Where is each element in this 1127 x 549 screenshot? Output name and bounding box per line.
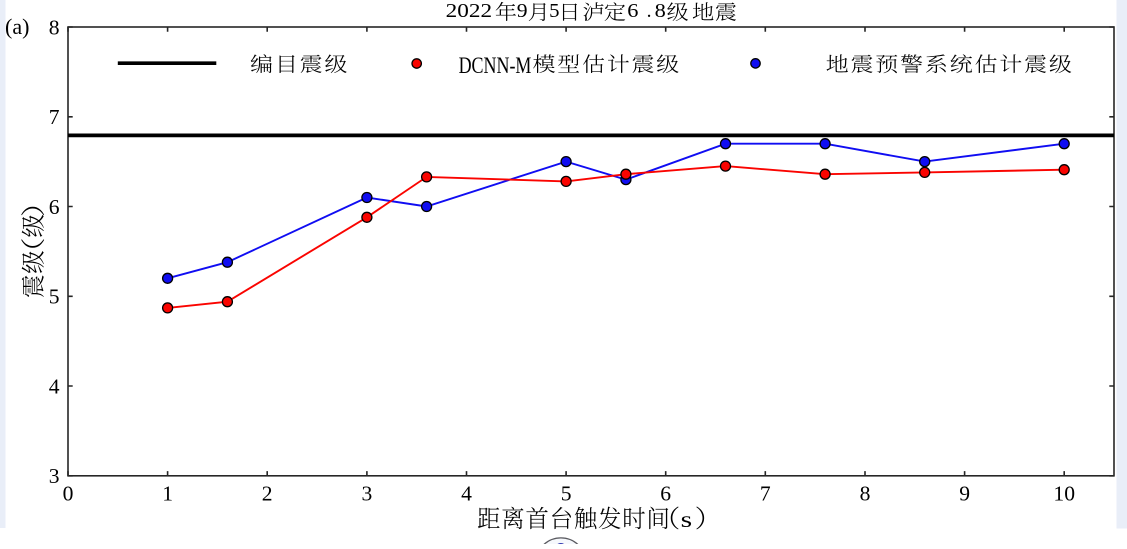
svg-text:8: 8	[49, 15, 60, 39]
svg-text:2022: 2022	[446, 1, 492, 22]
svg-text:7: 7	[49, 105, 60, 129]
svg-text:0: 0	[63, 481, 74, 505]
svg-text:10: 10	[1053, 481, 1075, 505]
svg-text:1: 1	[162, 481, 173, 505]
svg-text:s: s	[681, 507, 693, 532]
svg-text:6: 6	[627, 1, 638, 22]
svg-text:6: 6	[49, 195, 60, 219]
svg-text:8: 8	[860, 481, 871, 505]
svg-text:4: 4	[461, 481, 472, 505]
svg-text:4: 4	[49, 374, 60, 398]
svg-text:7: 7	[760, 481, 771, 505]
svg-text:9: 9	[517, 1, 528, 22]
svg-text:(a): (a)	[5, 14, 29, 39]
svg-text:8: 8	[655, 1, 666, 22]
svg-text:DCNN-M: DCNN-M	[459, 53, 532, 79]
svg-text:3: 3	[49, 464, 60, 488]
svg-text:.: .	[647, 1, 652, 22]
svg-text:2: 2	[262, 481, 273, 505]
svg-text:6: 6	[660, 481, 671, 505]
svg-text:5: 5	[561, 481, 572, 505]
svg-text:5: 5	[49, 285, 60, 309]
svg-text:9: 9	[959, 481, 970, 505]
svg-text:5: 5	[549, 1, 559, 22]
svg-text:3: 3	[362, 481, 373, 505]
